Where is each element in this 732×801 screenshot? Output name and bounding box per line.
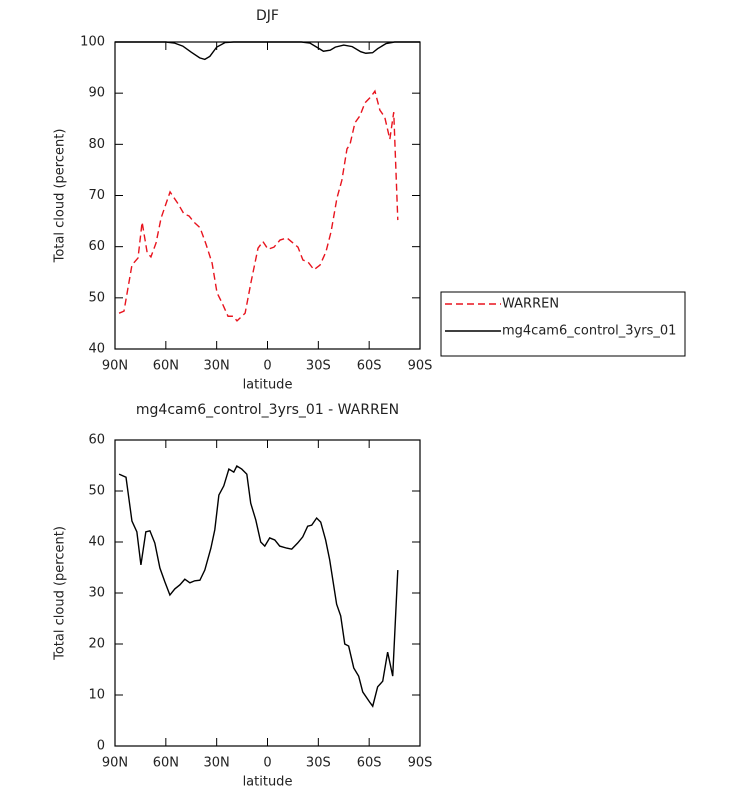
plot-frame xyxy=(114,41,421,350)
data-line xyxy=(118,89,399,322)
y-tick-label: 30 xyxy=(88,586,105,601)
x-tick-label: 0 xyxy=(263,756,271,771)
x-tick-label: 60N xyxy=(153,359,179,374)
y-tick-label: 50 xyxy=(88,290,105,305)
y-axis-label: Total cloud (percent) xyxy=(53,526,68,661)
x-axis-label: latitude xyxy=(243,775,293,790)
x-tick-label: 30S xyxy=(306,359,331,374)
x-axis-label: latitude xyxy=(243,378,293,393)
data-line xyxy=(115,41,420,61)
y-tick-label: 40 xyxy=(88,535,105,550)
legend-box xyxy=(440,291,686,357)
legend-label: mg4cam6_control_3yrs_01 xyxy=(502,324,676,339)
y-tick-label: 0 xyxy=(97,739,105,754)
y-tick-label: 10 xyxy=(88,688,105,703)
y-tick-label: 80 xyxy=(88,137,105,152)
y-tick-label: 40 xyxy=(88,342,105,357)
x-tick-label: 30N xyxy=(204,756,230,771)
y-tick-label: 20 xyxy=(88,637,105,652)
y-axis-label: Total cloud (percent) xyxy=(53,129,68,264)
y-tick-label: 70 xyxy=(88,188,105,203)
x-tick-label: 0 xyxy=(263,359,271,374)
x-tick-label: 30S xyxy=(306,756,331,771)
chart-title: mg4cam6_control_3yrs_01 - WARREN xyxy=(136,402,399,418)
y-tick-label: 60 xyxy=(88,239,105,254)
x-tick-label: 30N xyxy=(204,359,230,374)
data-line xyxy=(118,465,399,708)
y-tick-label: 90 xyxy=(88,86,105,101)
chart-title: DJF xyxy=(256,8,279,24)
y-tick-label: 50 xyxy=(88,484,105,499)
legend-label: WARREN xyxy=(502,297,559,312)
y-tick-label: 60 xyxy=(88,433,105,448)
y-tick-label: 100 xyxy=(80,35,105,50)
x-tick-label: 60N xyxy=(153,756,179,771)
x-tick-label: 90S xyxy=(408,359,433,374)
x-tick-label: 90N xyxy=(102,756,128,771)
x-tick-label: 90S xyxy=(408,756,433,771)
x-tick-label: 90N xyxy=(102,359,128,374)
x-tick-label: 60S xyxy=(357,756,382,771)
x-tick-label: 60S xyxy=(357,359,382,374)
